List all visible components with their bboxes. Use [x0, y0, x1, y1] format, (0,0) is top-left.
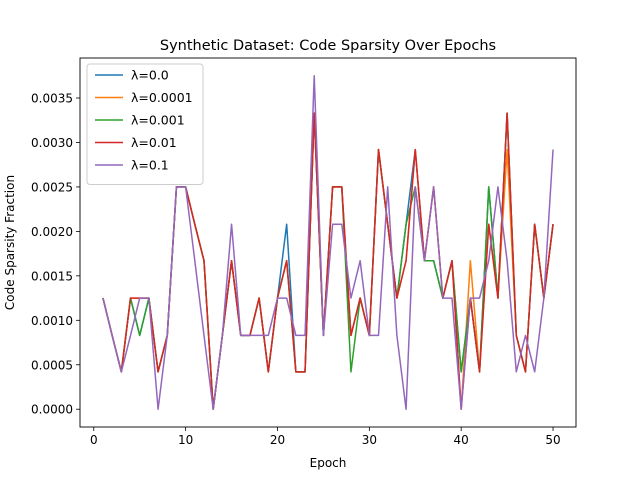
plot-frame: [79, 57, 577, 428]
legend-label: λ=0.0001: [131, 90, 193, 105]
legend-box: [86, 63, 204, 185]
y-tick-label: 0.0025: [31, 180, 73, 194]
x-axis: 0 10 20 30 40 50: [90, 427, 561, 447]
x-tick-label: 40: [454, 433, 469, 447]
legend-label: λ=0.1: [131, 158, 169, 173]
legend-label: λ=0.0: [131, 68, 169, 83]
legend-label: λ=0.001: [131, 113, 185, 128]
y-tick-label: 0.0035: [31, 92, 73, 106]
x-tick-label: 0: [90, 433, 98, 447]
series-line-4: [102, 75, 554, 410]
chart-title: Synthetic Dataset: Code Sparsity Over Ep…: [160, 38, 496, 54]
y-tick-label: 0.0015: [31, 269, 73, 283]
x-axis-label: Epoch: [310, 456, 347, 470]
x-tick-label: 10: [178, 433, 193, 447]
y-axis-label: Code Sparsity Fraction: [3, 175, 17, 310]
x-tick-label: 30: [362, 433, 377, 447]
legend: λ=0.0 λ=0.0001 λ=0.001 λ=0.01 λ=0.1: [86, 63, 204, 185]
y-tick-label: 0.0020: [31, 225, 73, 239]
x-tick-label: 50: [545, 433, 560, 447]
y-tick-label: 0.0010: [31, 314, 73, 328]
y-axis: 0.0000 0.0005 0.0010 0.0015 0.0020 0.0025 0.00…: [31, 92, 80, 417]
y-tick-label: 0.0000: [31, 403, 73, 417]
x-tick-label: 20: [270, 433, 285, 447]
y-tick-label: 0.0005: [31, 358, 73, 372]
legend-label: λ=0.01: [131, 135, 177, 150]
series-layer: [102, 75, 554, 410]
y-tick-label: 0.0030: [31, 136, 73, 150]
